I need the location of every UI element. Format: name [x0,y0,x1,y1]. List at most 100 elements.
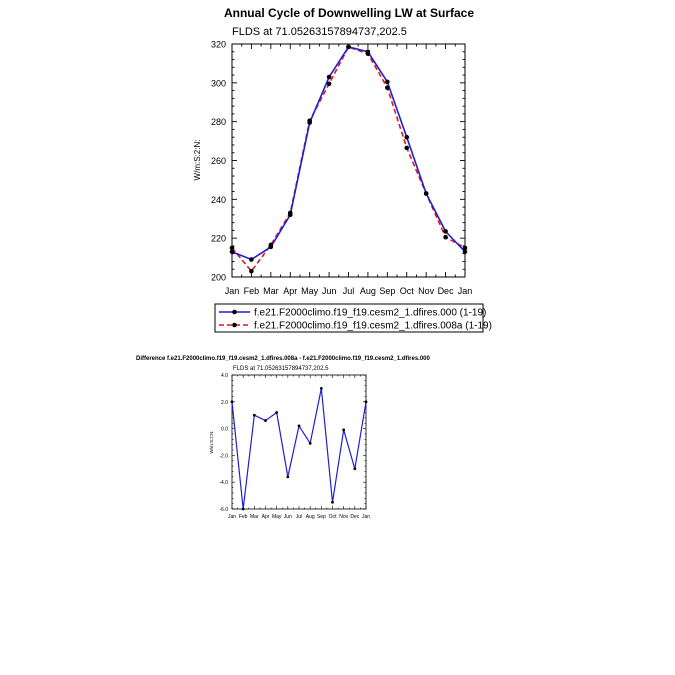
axis-ticks [231,43,466,278]
data-point-series-1 [249,257,254,262]
data-point-series-2 [462,245,468,251]
y-tick-label: 200 [211,273,226,283]
data-point-series-1 [443,229,448,234]
data-point-series-1 [385,79,390,85]
diff-axis-ticks [231,374,367,510]
x-tick-label: Jan [228,514,236,520]
data-point-series-2 [385,85,390,90]
y-tick-label: 0.0 [221,427,228,433]
data-point-series-1 [252,413,256,417]
diff-chart-title: Difference f.e21.F2000climo.f19_f19.cesm… [136,356,431,362]
x-tick-label: Sep [379,286,395,296]
x-tick-label: Feb [239,514,248,520]
y-tick-label: 280 [211,117,226,127]
y-tick-label: -4.0 [219,480,228,486]
x-tick-label: Nov [339,514,348,520]
x-tick-label: Jan [225,286,240,296]
data-point-series-1 [462,249,468,255]
diff-y-axis-label: W/m:S:2:N: [209,430,214,453]
y-tick-label: 4.0 [221,373,228,379]
x-tick-label: Jan [458,286,473,296]
y-tick-labels: 200 220 240 260 280 300 320 [211,40,226,283]
diff-x-tick-labels: Jan Feb Mar Apr May Jun Jul Aug Sep Oct Nov Dec Jan [228,514,370,520]
data-point-series-2 [326,81,332,87]
series-line-1 [231,387,367,510]
data-point-series-1 [404,134,410,140]
data-point-series-2 [404,145,410,151]
x-tick-label: Mar [263,286,279,296]
data-point-series-1 [275,411,279,414]
data-point-series-1 [297,424,301,428]
data-point-series-2 [307,118,312,123]
y-tick-label: -2.0 [219,453,228,459]
x-tick-label: May [272,514,282,520]
y-tick-label: 2.0 [221,400,228,406]
x-tick-label: Jul [343,286,355,296]
legend-marker-series-2 [232,322,237,328]
plot-frame [231,43,466,278]
x-tick-label: Mar [250,514,259,520]
data-point-series-2 [287,210,293,216]
data-point-series-1 [364,400,368,404]
y-tick-label: 240 [211,195,226,205]
series-line-1 [231,46,466,261]
x-tick-label: Dec [350,514,359,520]
x-tick-label: Feb [244,286,260,296]
y-tick-label: 320 [211,40,226,50]
y-tick-label: 300 [211,78,226,88]
x-tick-label: Oct [400,286,415,296]
data-point-series-1 [264,419,267,422]
data-point-series-1 [286,475,290,479]
diff-plot-frame [231,374,367,510]
x-tick-label: Apr [283,286,297,296]
difference-chart: Difference f.e21.F2000climo.f19_f19.cesm… [136,356,431,520]
x-tick-label: Oct [329,514,337,520]
y-tick-label: -6.0 [219,507,228,513]
diff-y-tick-labels: -6.0 -4.0 -2.0 0.0 2.0 4.0 [219,373,228,513]
legend-label-series-1: f.e21.F2000climo.f19_f19.cesm2_1.dfires.… [254,308,486,319]
data-point-series-2 [365,51,371,57]
x-tick-label: Sep [317,514,326,520]
data-point-series-1 [229,249,235,255]
series-line-2 [231,46,466,272]
data-point-series-2 [229,245,235,251]
data-point-series-2 [423,191,429,196]
annual-cycle-chart: Annual Cycle of Downwelling LW at Surfac… [193,6,492,333]
x-tick-label: Nov [418,286,435,296]
data-point-series-1 [308,441,312,445]
diff-chart-subtitle: FLDS at 71.05263157894737,202.5 [233,366,329,372]
diff-series-group [230,387,368,511]
data-point-series-1 [331,500,334,504]
x-tick-label: Apr [262,514,270,520]
x-tick-label: Aug [360,286,376,296]
series-group [229,44,468,274]
y-axis-label: W/m:S:2:N: [193,140,202,181]
legend-label-series-2: f.e21.F2000climo.f19_f19.cesm2_1.dfires.… [254,321,492,332]
data-point-series-1 [342,428,346,432]
data-point-series-1 [230,400,234,404]
x-tick-labels: Jan Feb Mar Apr May Jun Jul Aug Sep Oct Nov Dec Jan [225,286,473,296]
data-point-series-2 [443,234,448,240]
y-tick-label: 220 [211,234,226,244]
data-point-series-2 [249,268,254,274]
legend-marker-series-1 [232,309,237,315]
legend-box [214,303,484,333]
chart-subtitle: FLDS at 71.05263157894737,202.5 [232,26,407,38]
data-point-series-1 [326,74,332,80]
x-tick-label: Jan [362,514,370,520]
legend: f.e21.F2000climo.f19_f19.cesm2_1.dfires.… [214,303,492,333]
data-point-series-1 [319,387,323,390]
x-tick-label: Jul [296,514,302,520]
chart-title: Annual Cycle of Downwelling LW at Surfac… [224,6,474,20]
data-point-series-1 [241,507,245,511]
x-tick-label: May [301,286,319,296]
data-point-series-1 [353,467,357,471]
data-point-series-2 [268,242,274,248]
x-tick-label: Jun [322,286,337,296]
x-tick-label: Aug [306,514,315,520]
x-tick-label: Jun [284,514,292,520]
x-tick-label: Dec [438,286,455,296]
data-point-series-2 [346,44,351,50]
y-tick-label: 260 [211,156,226,166]
